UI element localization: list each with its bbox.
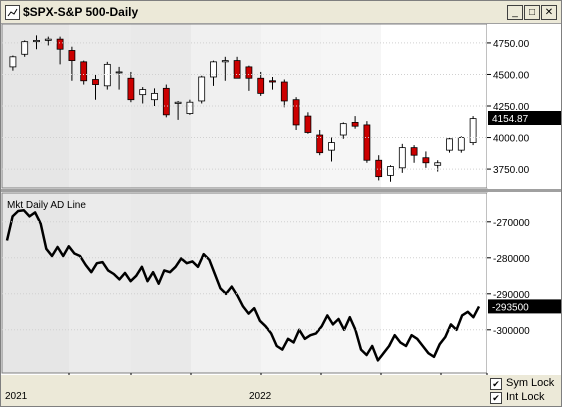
candle-body: [33, 39, 40, 43]
price-ytick-label: 4000.00: [493, 134, 530, 145]
candle-body: [174, 101, 182, 104]
ad-ytick-label: -290000: [493, 290, 530, 301]
candle-body: [21, 41, 29, 55]
ad-last-value-box: [488, 299, 561, 314]
ad-ytick-label: -270000: [493, 218, 530, 229]
candle-body: [151, 92, 158, 101]
sym-lock-label: Sym Lock: [506, 377, 555, 389]
candle-body: [363, 124, 371, 161]
candle-body: [245, 66, 253, 79]
candle-body: [339, 123, 347, 136]
month-band: [191, 24, 261, 188]
maximize-button[interactable]: □: [524, 5, 540, 20]
minimize-button[interactable]: _: [507, 5, 523, 20]
ad-line-series: [5, 209, 481, 362]
check-icon: ✔: [492, 393, 500, 403]
candle-body: [316, 134, 324, 154]
price-ytick-label: 3750.00: [493, 165, 530, 176]
int-lock-checkbox[interactable]: ✔: [490, 392, 502, 404]
month-band: [321, 193, 381, 373]
month-band: [191, 193, 261, 373]
candle-body: [328, 142, 335, 151]
chart-glyph-icon: [7, 8, 18, 17]
candle-body: [351, 122, 359, 127]
candle-body: [80, 61, 88, 82]
price-last-value: 4154.87: [492, 114, 529, 125]
candle-body: [410, 147, 418, 156]
candle-body: [9, 56, 17, 68]
price-ytick-label: 4250.00: [493, 102, 530, 113]
candle-body: [292, 99, 300, 126]
check-icon: ✔: [492, 379, 500, 389]
window-title: $SPX-S&P 500-Daily: [23, 5, 139, 19]
candle-body: [162, 87, 170, 116]
price-axis-bg: [487, 24, 561, 188]
candle-body: [233, 60, 241, 79]
month-band: [69, 193, 131, 373]
candle-body: [56, 38, 64, 50]
candle-body: [469, 118, 477, 143]
candle-body: [68, 50, 76, 61]
candle-body: [186, 101, 194, 114]
candle-body: [269, 80, 276, 83]
sym-lock-checkbox[interactable]: ✔: [490, 378, 502, 390]
candle-body: [210, 61, 217, 78]
month-band: [2, 193, 69, 373]
title-bar[interactable]: $SPX-S&P 500-Daily _ □ ✕: [1, 1, 561, 24]
ad-axis-bg: [487, 193, 561, 373]
chart-area[interactable]: 3750.00 4000.00 4250.00 4500.00 4750.00 4154.…: [1, 24, 561, 376]
ad-line-panel: [5, 209, 481, 362]
int-lock-label: Int Lock: [506, 391, 545, 403]
x-year-label: 2022: [249, 391, 272, 402]
candle-body: [92, 79, 99, 85]
price-ytick-label: 4750.00: [493, 39, 530, 50]
candle-body: [446, 138, 453, 151]
chart-app-icon: [5, 5, 20, 20]
candle-body: [139, 89, 147, 96]
candle-body: [422, 157, 430, 164]
candle-body: [103, 63, 111, 87]
x-year-label: 2021: [5, 391, 28, 402]
price-last-value-box: [488, 111, 561, 126]
panel-divider: [1, 189, 561, 192]
candle-body: [44, 38, 52, 41]
price-ytick-label: 4500.00: [493, 70, 530, 81]
month-band: [69, 24, 131, 188]
candle-body: [257, 77, 265, 94]
ad-last-value: -293500: [492, 302, 529, 313]
candle-body: [280, 81, 288, 102]
ad-ytick-label: -280000: [493, 254, 530, 265]
ad-ytick-label: -300000: [493, 326, 530, 337]
status-bar: ✔ Sym Lock ✔ Int Lock 2021 2022: [1, 375, 561, 406]
candle-body: [115, 71, 123, 74]
axis-layer: 3750.00 4000.00 4250.00 4500.00 4750.00 4154.…: [2, 39, 561, 376]
candle-body: [398, 147, 406, 169]
price-panel: [9, 35, 477, 182]
month-band: [441, 193, 487, 373]
candle-body: [387, 166, 394, 176]
month-band: [261, 193, 321, 373]
candle-body: [457, 137, 465, 151]
candle-body: [127, 77, 135, 101]
ad-line-title: Mkt Daily AD Line: [7, 200, 86, 211]
close-button[interactable]: ✕: [541, 5, 557, 20]
candle-body: [375, 159, 383, 178]
candle-body: [434, 162, 442, 166]
candle-body: [198, 76, 206, 102]
month-band: [131, 193, 191, 373]
candle-body: [304, 115, 312, 133]
candle-body: [221, 60, 229, 63]
